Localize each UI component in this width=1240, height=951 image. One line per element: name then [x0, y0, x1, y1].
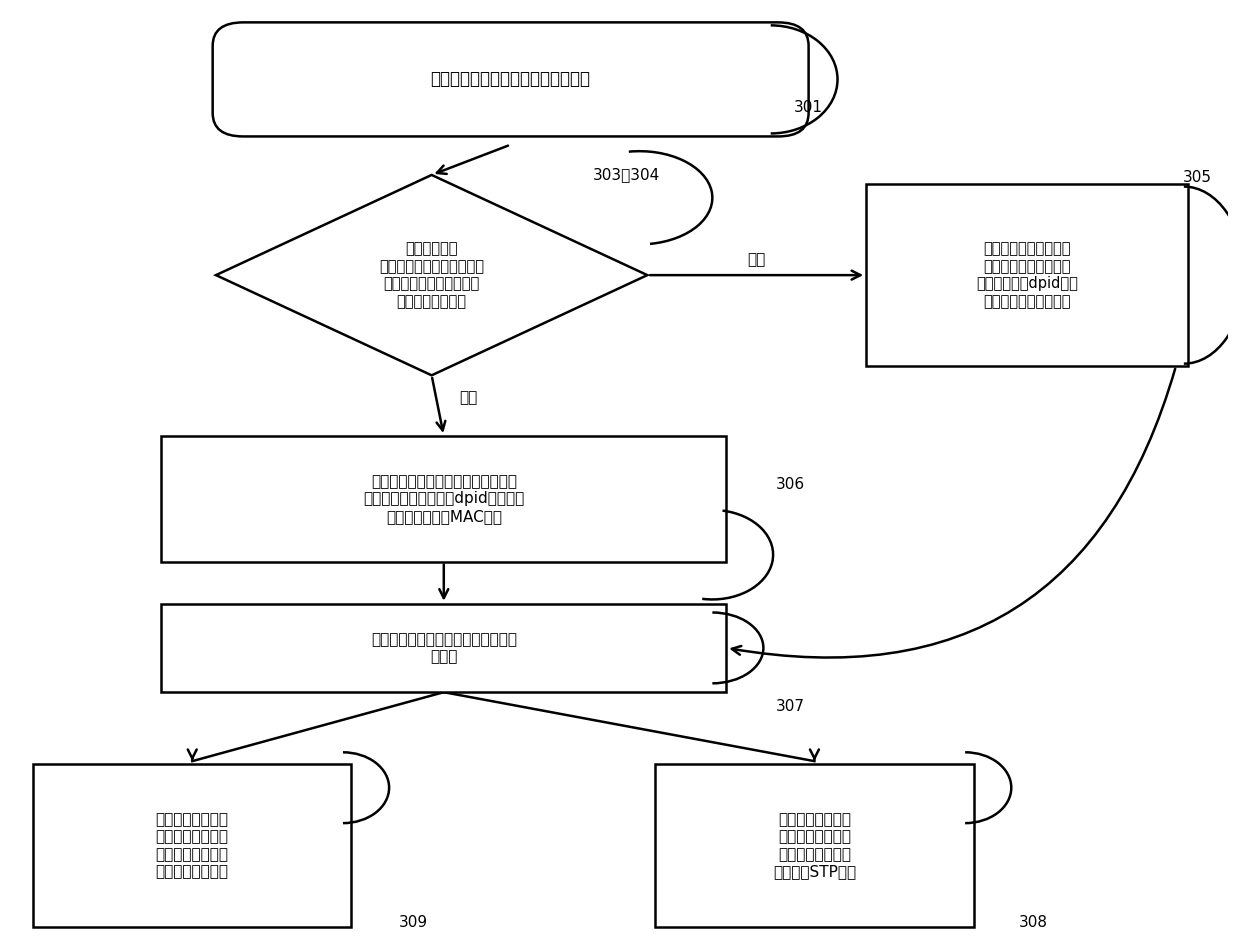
Text: 305: 305	[1183, 170, 1211, 184]
Text: 一级控制单元
收到业务请求后，交给任务
分析模块，判断该业务是
三层还是二层业务: 一级控制单元 收到业务请求后，交给任务 分析模块，判断该业务是 三层还是二层业务	[379, 242, 484, 309]
Text: 308: 308	[1019, 916, 1048, 930]
Text: 结合数据库中的数据，
输入到特定的函数，计
算出源和目的dpid、出
端口以及交换机优先级: 结合数据库中的数据， 输入到特定的函数，计 算出源和目的dpid、出 端口以及交…	[976, 242, 1078, 309]
Bar	[161, 436, 727, 562]
Text: 网络管理员给一级控制单元配置业务: 网络管理员给一级控制单元配置业务	[430, 70, 590, 88]
Polygon shape	[216, 175, 647, 376]
Text: 三层: 三层	[459, 390, 477, 405]
Bar	[866, 184, 1188, 366]
FancyBboxPatch shape	[213, 23, 808, 136]
Text: 307: 307	[776, 699, 805, 714]
Text: 303、304: 303、304	[593, 167, 660, 182]
Text: 三层域控制单元结
合二级数据库算出
最优路径，再给各
个交换机下发流表: 三层域控制单元结 合二级数据库算出 最优路径，再给各 个交换机下发流表	[156, 812, 228, 879]
Bar	[161, 604, 727, 692]
Text: 任务执行，给对应的二级控制单元下
发任务: 任务执行，给对应的二级控制单元下 发任务	[371, 631, 517, 664]
Text: 二层域控制单元结
合二级数据库算出
最优路径，下发流
表，执行STP应用: 二层域控制单元结 合二级数据库算出 最优路径，下发流 表，执行STP应用	[773, 812, 856, 879]
Bar	[33, 764, 351, 927]
Text: 二层: 二层	[746, 252, 765, 267]
Bar	[655, 764, 973, 927]
Text: 301: 301	[794, 100, 823, 115]
Text: 306: 306	[775, 477, 805, 493]
Text: 结合数据库中的数据，输入到特定的
函数，计算出源和目的dpid、出端口
以及需要修改的MAC地址: 结合数据库中的数据，输入到特定的 函数，计算出源和目的dpid、出端口 以及需要…	[363, 474, 525, 524]
Text: 309: 309	[399, 916, 428, 930]
